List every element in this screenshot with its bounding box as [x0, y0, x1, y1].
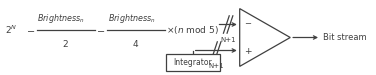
Text: $\mathit{Brightness}_n$: $\mathit{Brightness}_n$ — [38, 12, 85, 25]
Text: $-$: $-$ — [96, 25, 105, 35]
Bar — [166, 54, 220, 71]
Text: $-$: $-$ — [244, 17, 252, 26]
Text: $\mathit{Brightness}_n$: $\mathit{Brightness}_n$ — [108, 12, 155, 25]
Text: $-$: $-$ — [26, 25, 35, 35]
Text: $+$: $+$ — [244, 46, 253, 56]
Text: Bit stream: Bit stream — [323, 33, 367, 42]
Text: N+1: N+1 — [208, 63, 224, 69]
Text: $2^N$: $2^N$ — [5, 24, 17, 36]
Text: $\times(n\ \mathrm{mod}\ 5)$: $\times(n\ \mathrm{mod}\ 5)$ — [166, 24, 219, 36]
Text: $2$: $2$ — [62, 38, 69, 49]
Text: N+1: N+1 — [220, 37, 236, 43]
Text: Integrator: Integrator — [173, 58, 212, 67]
Text: $4$: $4$ — [132, 38, 139, 49]
